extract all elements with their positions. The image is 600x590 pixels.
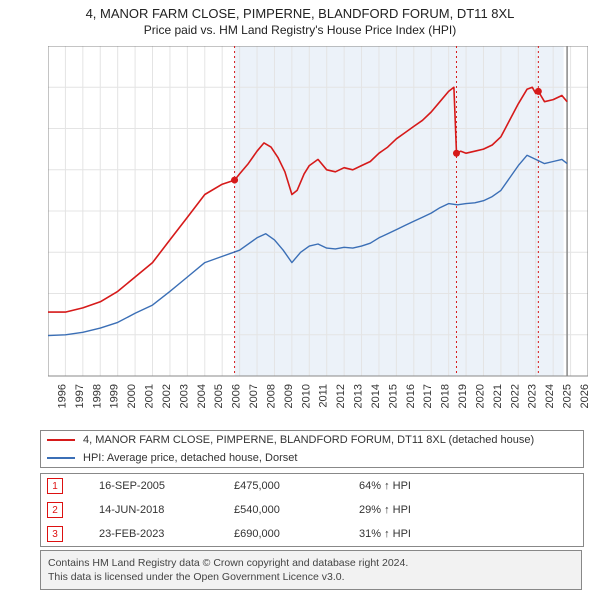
- svg-text:2009: 2009: [283, 384, 295, 408]
- event-row-3: 3 23-FEB-2023 £690,000 31% ↑ HPI: [41, 522, 583, 546]
- svg-text:2024: 2024: [544, 384, 556, 408]
- chart-title: 4, MANOR FARM CLOSE, PIMPERNE, BLANDFORD…: [0, 0, 600, 21]
- svg-text:2022: 2022: [509, 384, 521, 408]
- legend-label-hpi: HPI: Average price, detached house, Dors…: [83, 452, 297, 464]
- event-marker-1: 1: [47, 478, 63, 494]
- svg-text:2013: 2013: [353, 384, 365, 408]
- event-price-3: £690,000: [234, 528, 359, 540]
- event-row-1: 1 16-SEP-2005 £475,000 64% ↑ HPI: [41, 474, 583, 498]
- svg-text:2026: 2026: [579, 384, 588, 408]
- legend-row-property: 4, MANOR FARM CLOSE, PIMPERNE, BLANDFORD…: [41, 431, 583, 449]
- svg-text:2021: 2021: [492, 384, 504, 408]
- svg-text:2011: 2011: [318, 384, 330, 408]
- svg-text:2008: 2008: [265, 384, 277, 408]
- svg-text:2020: 2020: [474, 384, 486, 408]
- svg-text:2000: 2000: [126, 384, 138, 408]
- svg-text:1999: 1999: [109, 384, 121, 408]
- svg-text:2012: 2012: [335, 384, 347, 408]
- svg-text:2001: 2001: [144, 384, 156, 408]
- chart-plot: £0£100K£200K£300K£400K£500K£600K£700K£80…: [48, 46, 588, 416]
- chart-subtitle: Price paid vs. HM Land Registry's House …: [0, 21, 600, 37]
- svg-text:2010: 2010: [300, 384, 312, 408]
- svg-text:2006: 2006: [231, 384, 243, 408]
- event-marker-3: 3: [47, 526, 63, 542]
- legend-row-hpi: HPI: Average price, detached house, Dors…: [41, 449, 583, 467]
- legend-box: 4, MANOR FARM CLOSE, PIMPERNE, BLANDFORD…: [40, 430, 584, 468]
- event-row-2: 2 14-JUN-2018 £540,000 29% ↑ HPI: [41, 498, 583, 522]
- notice-line1: Contains HM Land Registry data © Crown c…: [48, 556, 574, 570]
- legend-swatch-property: [47, 439, 75, 441]
- svg-text:2014: 2014: [370, 384, 382, 408]
- svg-text:2025: 2025: [562, 384, 574, 408]
- legend-swatch-hpi: [47, 457, 75, 459]
- legend-label-property: 4, MANOR FARM CLOSE, PIMPERNE, BLANDFORD…: [83, 434, 534, 446]
- svg-text:2023: 2023: [527, 384, 539, 408]
- event-marker-2: 2: [47, 502, 63, 518]
- event-pct-3: 31% ↑ HPI: [359, 528, 411, 540]
- svg-text:1995: 1995: [48, 384, 51, 408]
- svg-text:2007: 2007: [248, 384, 260, 408]
- svg-text:2004: 2004: [196, 384, 208, 408]
- svg-text:2002: 2002: [161, 384, 173, 408]
- event-date-3: 23-FEB-2023: [63, 528, 234, 540]
- notice-line2: This data is licensed under the Open Gov…: [48, 570, 574, 584]
- svg-text:2018: 2018: [440, 384, 452, 408]
- events-box: 1 16-SEP-2005 £475,000 64% ↑ HPI 2 14-JU…: [40, 473, 584, 547]
- svg-text:1996: 1996: [56, 384, 68, 408]
- notice-box: Contains HM Land Registry data © Crown c…: [40, 550, 582, 590]
- event-pct-1: 64% ↑ HPI: [359, 480, 411, 492]
- event-price-1: £475,000: [234, 480, 359, 492]
- event-pct-2: 29% ↑ HPI: [359, 504, 411, 516]
- event-price-2: £540,000: [234, 504, 359, 516]
- svg-text:2017: 2017: [422, 384, 434, 408]
- svg-text:1997: 1997: [74, 384, 86, 408]
- svg-text:2016: 2016: [405, 384, 417, 408]
- chart-svg: £0£100K£200K£300K£400K£500K£600K£700K£80…: [48, 46, 588, 416]
- svg-text:2019: 2019: [457, 384, 469, 408]
- svg-text:2015: 2015: [387, 384, 399, 408]
- event-date-2: 14-JUN-2018: [63, 504, 234, 516]
- event-date-1: 16-SEP-2005: [63, 480, 234, 492]
- svg-text:2005: 2005: [213, 384, 225, 408]
- svg-text:1998: 1998: [91, 384, 103, 408]
- svg-text:2003: 2003: [178, 384, 190, 408]
